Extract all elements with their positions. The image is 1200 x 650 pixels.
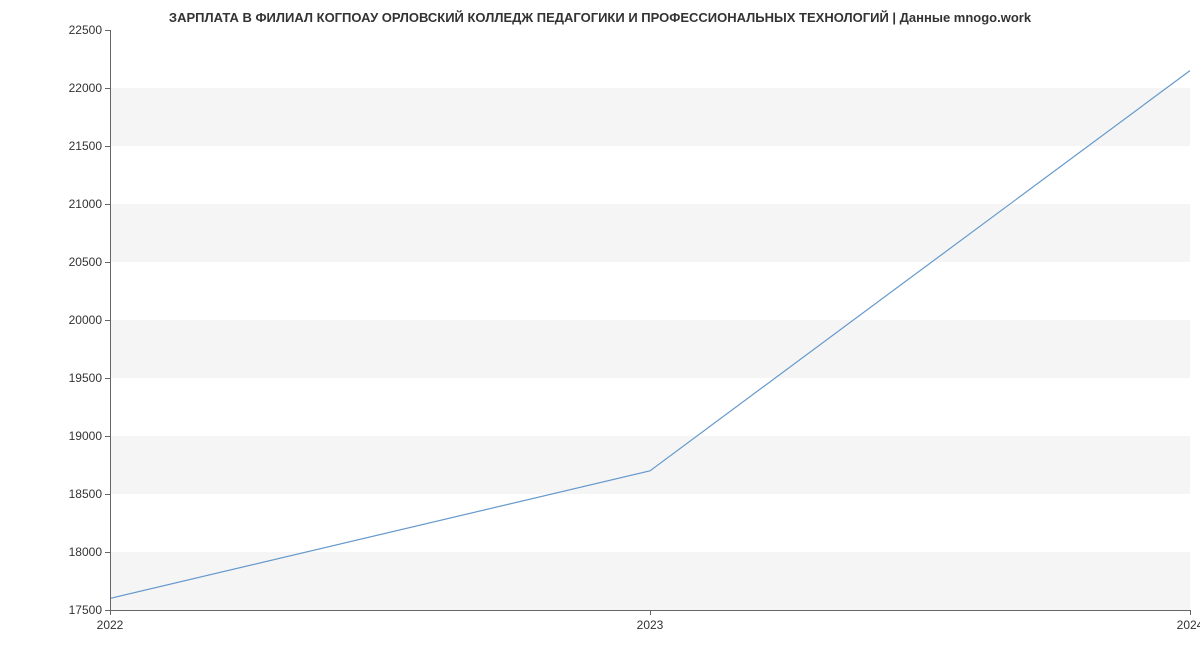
line-chart-svg (110, 30, 1190, 610)
y-tick-label: 17500 (69, 603, 102, 617)
y-tick-label: 18500 (69, 487, 102, 501)
plot-area: 1750018000185001900019500200002050021000… (110, 30, 1190, 610)
x-tick-label: 2024 (1177, 618, 1200, 632)
y-axis-line (110, 30, 111, 610)
y-tick-label: 22500 (69, 23, 102, 37)
chart-title: ЗАРПЛАТА В ФИЛИАЛ КОГПОАУ ОРЛОВСКИЙ КОЛЛ… (0, 10, 1200, 25)
y-tick-label: 21500 (69, 139, 102, 153)
x-axis-line (110, 610, 1190, 611)
x-tick-label: 2023 (637, 618, 664, 632)
x-tick-mark (1190, 610, 1191, 615)
y-tick-label: 19000 (69, 429, 102, 443)
y-tick-label: 20500 (69, 255, 102, 269)
y-tick-label: 20000 (69, 313, 102, 327)
y-tick-label: 18000 (69, 545, 102, 559)
y-tick-label: 22000 (69, 81, 102, 95)
series-line-salary (110, 71, 1190, 599)
x-tick-label: 2022 (97, 618, 124, 632)
y-tick-label: 19500 (69, 371, 102, 385)
y-tick-label: 21000 (69, 197, 102, 211)
